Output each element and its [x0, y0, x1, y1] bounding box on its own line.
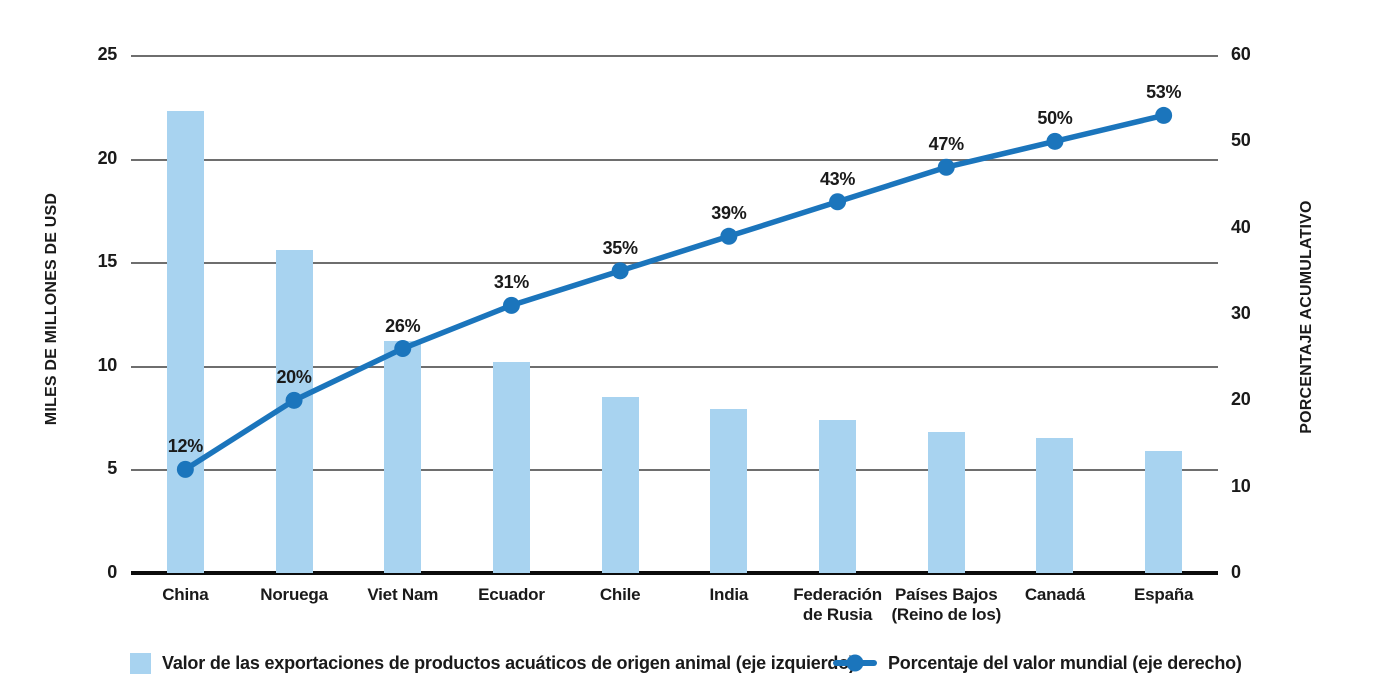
left-axis-tick-15: 15 [97, 251, 118, 272]
right-axis-tick-30: 30 [1231, 303, 1251, 323]
left-axis-tick-20: 20 [97, 147, 118, 168]
category-label-4: Chile [599, 585, 641, 604]
right-axis-tick-60: 60 [1231, 44, 1251, 64]
legend-label-line: Porcentaje del valor mundial (eje derech… [888, 652, 1242, 673]
category-label-8: Canadá [1024, 585, 1086, 604]
bar-noruega [275, 249, 313, 573]
left-axis-title: MILES DE MILLONES DE USD [43, 192, 60, 426]
line-point-label-5: 39% [711, 203, 747, 224]
line-point-5 [720, 227, 738, 245]
bar-canad- [1036, 438, 1074, 573]
line-point-label-9: 53% [1146, 82, 1182, 103]
line-point-3 [502, 296, 520, 314]
category-label-1: Noruega [260, 585, 328, 604]
bar-viet-nam [384, 340, 422, 573]
category-label-6: Federación de Rusia [793, 585, 882, 625]
left-axis-tick-5: 5 [107, 458, 117, 479]
left-axis-tick-0: 0 [107, 562, 117, 582]
category-label-0: China [162, 585, 209, 604]
legend-item-line: Porcentaje del valor mundial (eje derech… [833, 650, 1242, 676]
right-axis-tick-0: 0 [1231, 562, 1241, 582]
bar-pa-ses-bajos [927, 432, 965, 573]
line-point-label-3: 31% [493, 272, 530, 293]
gridline-20 [131, 158, 1218, 161]
cumulative-line-path [182, 112, 1167, 473]
line-point-9 [1155, 106, 1173, 124]
legend-item-bars: Valor de las exportaciones de productos … [130, 650, 855, 676]
line-point-7 [937, 158, 955, 176]
left-axis-tick-10: 10 [97, 354, 118, 375]
category-label-5: India [709, 585, 749, 604]
gridline-25 [131, 55, 1218, 57]
line-point-6 [829, 193, 847, 211]
right-axis-tick-50: 50 [1231, 130, 1251, 151]
bar-china [166, 110, 204, 573]
category-label-3: Ecuador [478, 585, 545, 604]
line-point-4 [611, 262, 629, 280]
bar-ecuador [492, 361, 530, 573]
right-axis-tick-10: 10 [1231, 475, 1251, 496]
line-point-8 [1046, 132, 1064, 150]
line-point-label-7: 47% [928, 134, 964, 155]
line-point-label-6: 43% [819, 168, 856, 189]
bar-india [710, 409, 748, 573]
bar-federaci-n [819, 419, 857, 573]
x-axis-line [131, 571, 1218, 575]
category-label-7: Países Bajos (Reino de los) [891, 585, 1002, 625]
bar-chile [601, 396, 639, 573]
line-point-label-8: 50% [1037, 108, 1073, 129]
legend-label-bars: Valor de las exportaciones de productos … [162, 652, 855, 673]
plot-area: 12% 20% 26% 31% 35% 39% 43% 47% 50% 53% China Norue… [131, 55, 1218, 624]
line-legend-marker-icon [833, 654, 877, 672]
line-point-label-4: 35% [602, 237, 638, 258]
left-axis-tick-25: 25 [97, 44, 118, 64]
category-label-9: España [1134, 585, 1194, 604]
bar-legend-swatch-icon [130, 652, 151, 674]
category-label-2: Viet Nam [367, 585, 439, 604]
bar-espa-a [1145, 450, 1183, 573]
line-point-label-2: 26% [385, 315, 421, 336]
right-axis-tick-40: 40 [1231, 216, 1251, 237]
line-point-label-1: 20% [276, 367, 312, 388]
right-axis-tick-20: 20 [1231, 389, 1251, 410]
line-point-label-0: 12% [167, 436, 203, 457]
right-axis-title: PORCENTAJE ACUMULATIVO [1298, 200, 1315, 434]
